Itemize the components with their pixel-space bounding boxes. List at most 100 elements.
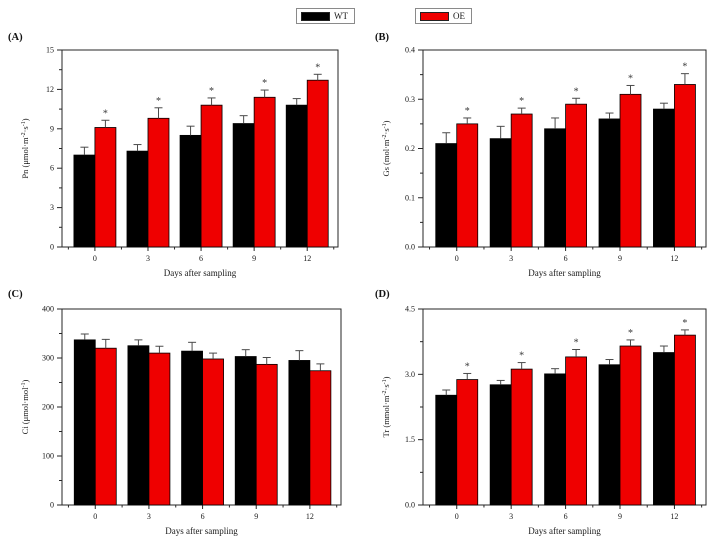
x-tick-label: 0: [455, 512, 459, 521]
bar-wt-day3: [127, 345, 150, 506]
x-tick-label: 3: [509, 254, 513, 263]
x-tick-label: 0: [93, 254, 97, 263]
significance-asterisk: *: [209, 86, 214, 97]
bar-wt-day0: [435, 143, 458, 248]
bar-oe-day3: [510, 113, 533, 248]
y-tick-label: 15: [46, 46, 54, 55]
significance-asterisk: *: [262, 78, 267, 89]
bar-oe-day0: [456, 379, 479, 506]
x-axis-title: Days after sampling: [528, 526, 601, 536]
y-tick-label: 100: [42, 452, 54, 461]
x-tick-label: 3: [147, 512, 151, 521]
x-axis-title: Days after sampling: [528, 268, 601, 278]
x-tick-label: 3: [509, 512, 513, 521]
y-tick-label: 3.0: [405, 370, 415, 379]
x-tick-label: 9: [618, 512, 622, 521]
chart-canvas-B: 0.0 0.1 0.2 0.3 0.4 0 3 6 9 12 * * * * * Days after sam…: [381, 46, 707, 278]
y-tick-label: 0.3: [405, 95, 415, 104]
bar-wt-day9: [598, 364, 621, 506]
legend-label-oe: OE: [453, 10, 465, 21]
y-axis-title: Pn (μmol·m-2·s-1): [20, 118, 30, 178]
bar-wt-day6: [544, 373, 566, 506]
legend-item-wt: WT: [296, 8, 355, 24]
bar-oe-day3: [148, 352, 171, 506]
y-tick-label: 6: [50, 164, 54, 173]
panel-label-B: (B): [375, 32, 389, 43]
x-tick-label: 3: [146, 254, 150, 263]
panel-D-tr-chart: (D) 0.0 1.5 3.0 4.5 0 3 6 9 12 * * * * * Days after sa…: [358, 283, 718, 546]
bar-wt-day0: [73, 154, 96, 248]
x-tick-label: 12: [670, 512, 678, 521]
bar-wt-day9: [234, 356, 257, 506]
bar-oe-day6: [565, 356, 587, 506]
legend-label-wt: WT: [334, 10, 348, 21]
significance-asterisk: *: [682, 318, 687, 329]
significance-asterisk: *: [156, 96, 161, 107]
y-tick-label: 0.4: [405, 46, 415, 55]
significance-asterisk: *: [628, 73, 633, 84]
y-tick-label: 200: [42, 403, 54, 412]
y-axis-title: Tr (mmol·m-2·s-1): [381, 376, 391, 437]
wt-color-swatch: [301, 11, 330, 21]
x-axis-title: Days after sampling: [164, 268, 237, 278]
chart-canvas-C: 0 100 200 300 400 0 3 6 9 12 Days after sampling Ci…: [20, 305, 342, 536]
panel-label-D: (D): [375, 289, 390, 300]
y-tick-label: 0.1: [405, 193, 415, 202]
bar-wt-day9: [598, 118, 621, 248]
chart-canvas-D: 0.0 1.5 3.0 4.5 0 3 6 9 12 * * * * * Days after sampli…: [381, 305, 707, 536]
panel-B-gs-chart: (B) 0.0 0.1 0.2 0.3 0.4 0 3 6 9 12 * * * * * Days after…: [358, 28, 718, 283]
significance-asterisk: *: [103, 108, 108, 119]
bar-oe-day0: [94, 127, 117, 248]
bar-oe-day6: [200, 104, 223, 248]
y-tick-label: 12: [46, 85, 54, 94]
x-tick-label: 12: [306, 512, 314, 521]
significance-asterisk: *: [519, 96, 524, 107]
y-tick-label: 0.0: [405, 243, 415, 252]
bar-oe-day9: [253, 96, 276, 248]
legend-item-oe: OE: [415, 8, 472, 24]
bar-wt-day12: [285, 104, 308, 248]
bar-wt-day6: [544, 128, 566, 248]
significance-asterisk: *: [465, 361, 470, 372]
bar-oe-day9: [619, 345, 642, 506]
bar-wt-day12: [653, 352, 675, 506]
y-axis-title: Gs (mol·m-2·s-1): [381, 120, 391, 176]
y-tick-label: 0.2: [405, 144, 415, 153]
x-axis-title: Days after sampling: [165, 526, 238, 536]
y-tick-label: 9: [50, 124, 54, 133]
bar-wt-day0: [435, 394, 458, 506]
panel-A-pn-chart: (A) 0 3 6 9 12 15 0 3 6 9 12 * * * * * Days after sampli…: [0, 28, 356, 283]
bar-oe-day6: [565, 103, 587, 248]
bar-wt-day6: [181, 350, 203, 506]
x-tick-label: 12: [670, 254, 678, 263]
bar-wt-day9: [232, 123, 255, 248]
bar-oe-day0: [456, 123, 479, 248]
significance-asterisk: *: [465, 106, 470, 117]
y-axis-title: Ci (μmol·mol-1): [20, 380, 30, 435]
bar-oe-day12: [674, 334, 696, 506]
x-tick-label: 9: [618, 254, 622, 263]
x-tick-label: 12: [303, 254, 311, 263]
bar-oe-day3: [510, 368, 533, 506]
bar-wt-day3: [126, 150, 149, 248]
x-tick-label: 6: [564, 512, 568, 521]
bar-wt-day12: [653, 108, 675, 248]
y-tick-label: 4.5: [405, 305, 415, 314]
x-tick-label: 0: [455, 254, 459, 263]
y-tick-label: 3: [50, 203, 54, 212]
bar-oe-day12: [306, 79, 329, 248]
oe-color-swatch: [420, 11, 449, 21]
bar-wt-day0: [73, 339, 96, 506]
significance-asterisk: *: [315, 62, 320, 73]
bar-wt-day3: [489, 384, 512, 506]
bar-oe-day3: [147, 117, 170, 248]
panel-label-C: (C): [8, 289, 23, 300]
x-tick-label: 6: [199, 254, 203, 263]
bar-oe-day12: [309, 370, 332, 506]
bar-wt-day6: [179, 134, 202, 248]
x-tick-label: 9: [252, 254, 256, 263]
bar-wt-day12: [288, 360, 311, 506]
significance-asterisk: *: [682, 62, 687, 73]
significance-asterisk: *: [574, 338, 579, 349]
